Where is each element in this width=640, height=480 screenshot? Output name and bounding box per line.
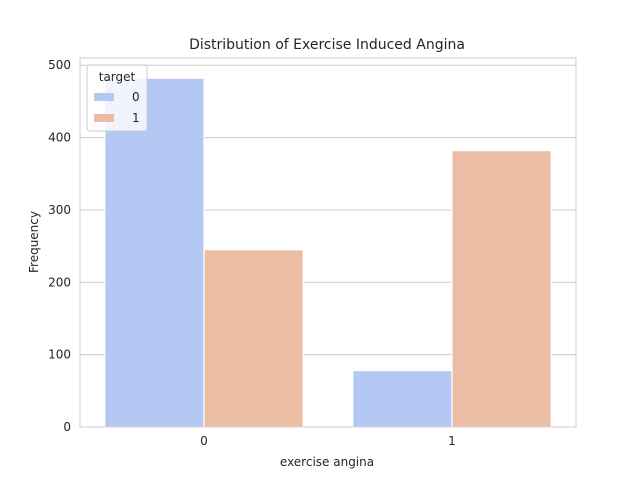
y-tick-labels: 0 100 200 300 400 500 (48, 58, 71, 434)
y-tick-label: 500 (48, 58, 71, 72)
y-tick-label: 200 (48, 275, 71, 289)
legend-swatch-0 (94, 93, 114, 101)
plot-frame (79, 57, 577, 428)
bar-target-1-angina-1 (451, 150, 552, 428)
legend-swatch-1 (94, 114, 114, 122)
y-tick-label: 300 (48, 203, 71, 217)
y-tick-label: 0 (63, 420, 71, 434)
bars (104, 77, 552, 428)
y-tick-label: 100 (48, 348, 71, 362)
x-tick-label: 1 (448, 434, 456, 448)
y-axis-label: Frequency (27, 211, 41, 273)
legend-title: target (99, 70, 136, 84)
bar-target-0-angina-1 (352, 369, 453, 428)
x-tick-label: 0 (200, 434, 208, 448)
x-axis-label: exercise angina (280, 455, 374, 469)
legend[interactable]: target 0 1 (86, 64, 148, 132)
bar-target-1-angina-0 (203, 249, 304, 428)
y-tick-label: 400 (48, 131, 71, 145)
legend-label: 0 (132, 90, 140, 104)
legend-label: 1 (132, 111, 140, 125)
chart-title: Distribution of Exercise Induced Angina (189, 37, 465, 53)
